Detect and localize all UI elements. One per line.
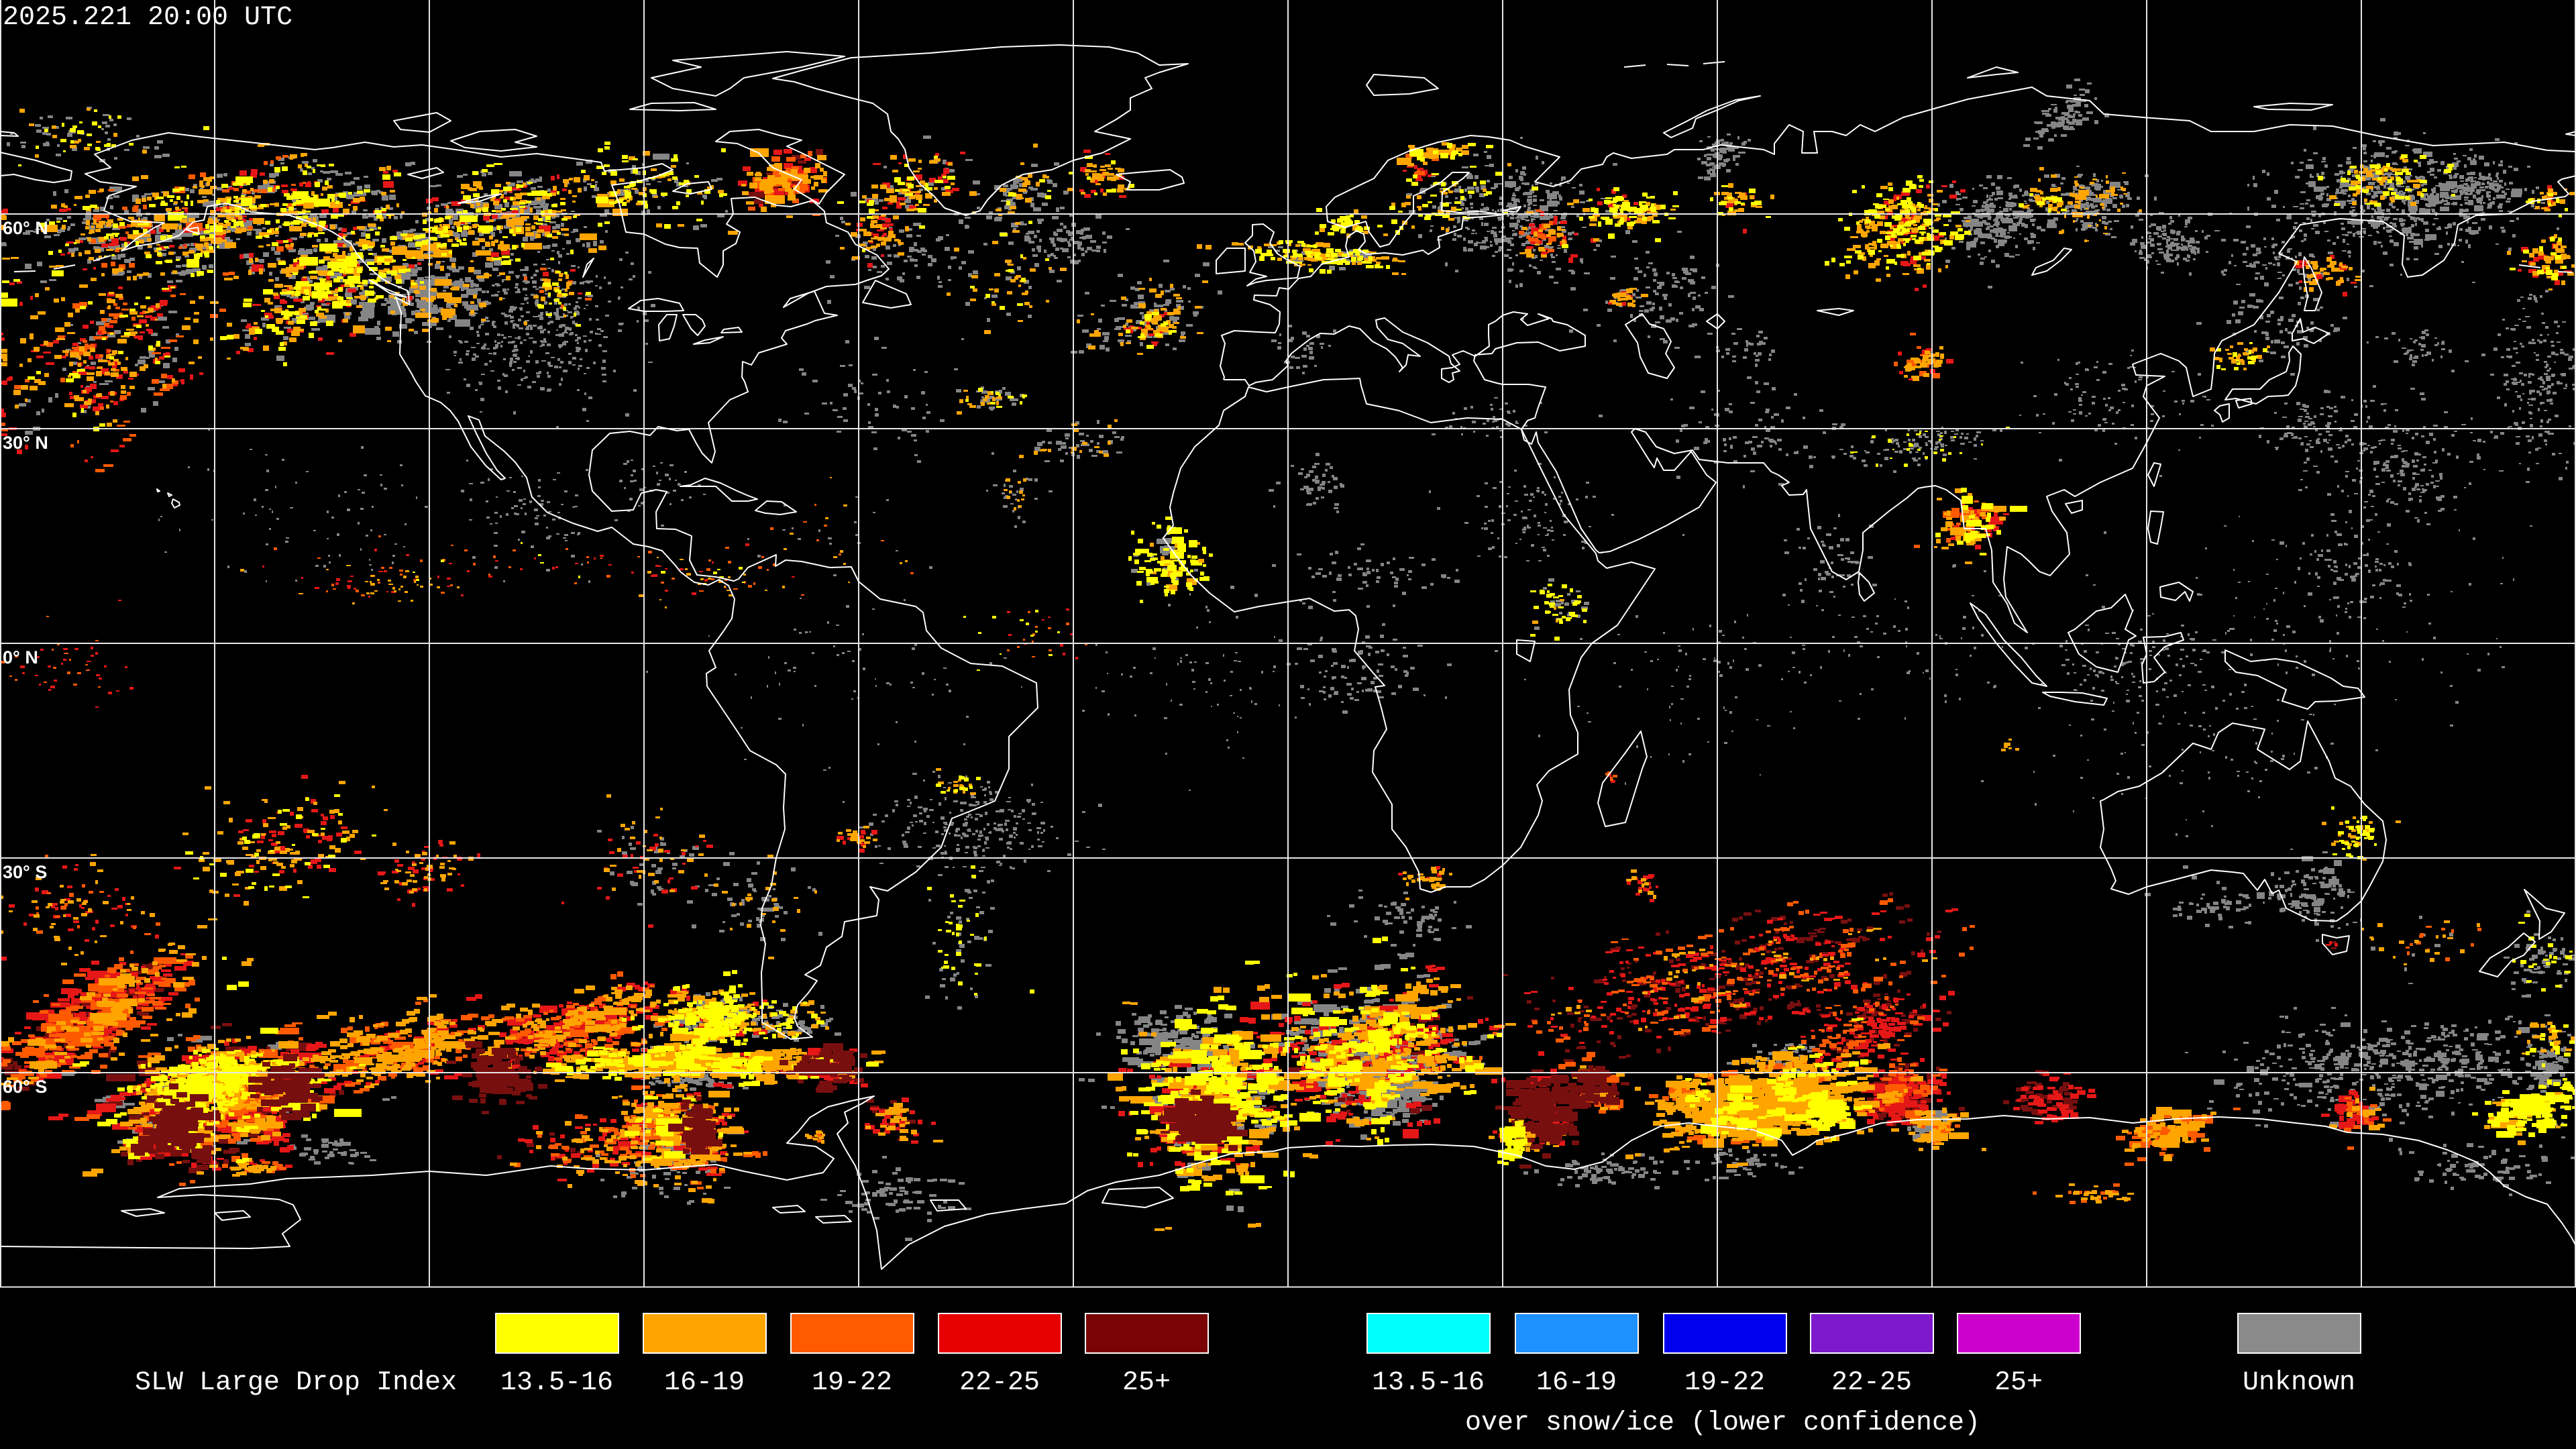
svg-text:13.5-16: 13.5-16	[500, 1368, 613, 1398]
svg-text:60° N: 60° N	[3, 218, 48, 238]
svg-text:13.5-16: 13.5-16	[1372, 1368, 1485, 1398]
svg-text:Unknown: Unknown	[2243, 1368, 2355, 1398]
svg-text:SLW Large Drop Index: SLW Large Drop Index	[135, 1368, 457, 1398]
svg-text:25+: 25+	[1122, 1368, 1171, 1398]
svg-text:25+: 25+	[1994, 1368, 2043, 1398]
svg-text:60° S: 60° S	[3, 1077, 47, 1097]
svg-text:over snow/ice (lower confidenc: over snow/ice (lower confidence)	[1465, 1408, 1980, 1438]
svg-text:19-22: 19-22	[1684, 1368, 1765, 1398]
svg-text:16-19: 16-19	[664, 1368, 745, 1398]
svg-text:22-25: 22-25	[959, 1368, 1040, 1398]
svg-text:2025.221 20:00 UTC: 2025.221 20:00 UTC	[3, 3, 292, 33]
svg-text:16-19: 16-19	[1536, 1368, 1617, 1398]
svg-text:30° S: 30° S	[3, 862, 47, 882]
svg-text:19-22: 19-22	[812, 1368, 892, 1398]
svg-text:22-25: 22-25	[1831, 1368, 1912, 1398]
svg-text:0° N: 0° N	[3, 647, 38, 667]
svg-text:30° N: 30° N	[3, 433, 48, 453]
